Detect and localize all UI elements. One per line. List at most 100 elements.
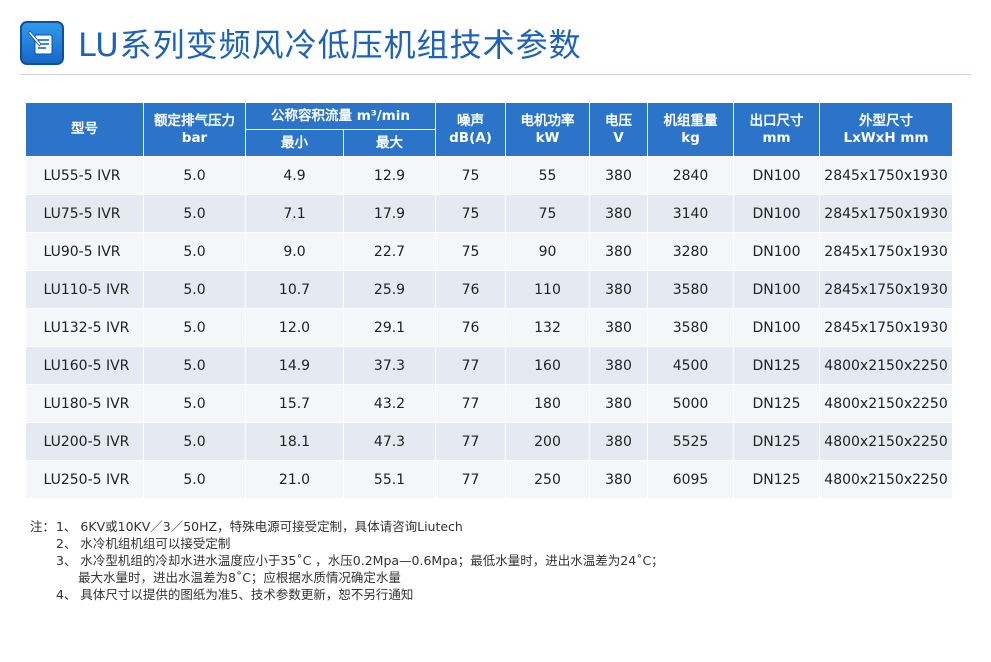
cell-outlet: DN125: [733, 460, 821, 499]
cell-power: 55: [505, 156, 591, 195]
cell-flow-min: 10.7: [245, 270, 344, 309]
header-pressure-unit: bar: [181, 129, 208, 146]
cell-noise: 75: [435, 194, 507, 233]
cell-voltage: 380: [589, 156, 649, 195]
cell-outlet: DN125: [733, 422, 821, 461]
cell-voltage: 380: [589, 194, 649, 233]
cell-flow-min: 15.7: [245, 384, 344, 423]
cell-flow-min: 12.0: [245, 308, 344, 347]
header-pressure-label: 额定排气压力: [154, 112, 235, 129]
header-voltage-unit: V: [613, 129, 624, 146]
header-flow: 公称容积流量 m³/min: [244, 102, 437, 130]
header-pressure: 额定排气压力 bar: [143, 102, 246, 157]
table-row: LU55-5 IVR 5.0 4.9 12.9 75 55 380 2840 DN100 2845…: [25, 156, 954, 195]
table-row: LU200-5 IVR 5.0 18.1 47.3 77 200 380 5525 DN125 4…: [25, 422, 954, 461]
header-noise-label: 噪声: [457, 112, 485, 129]
header-power-unit: kW: [535, 129, 560, 146]
cell-flow-max: 47.3: [343, 422, 437, 461]
cell-flow-max: 37.3: [343, 346, 437, 385]
table-row: LU160-5 IVR 5.0 14.9 37.3 77 160 380 4500 DN125 4…: [25, 346, 954, 385]
table-row: LU110-5 IVR 5.0 10.7 25.9 76 110 380 3580 DN100 2…: [25, 270, 954, 309]
cell-noise: 76: [435, 270, 507, 309]
cell-dimensions: 4800x2150x2250: [819, 460, 954, 499]
notes: 注： 1、 6KV或10KV／3／50HZ，特殊电源可接受定制，具体请咨询Liu…: [30, 518, 664, 603]
page-header: LU系列变频风冷低压机组技术参数: [20, 18, 582, 68]
cell-voltage: 380: [589, 270, 649, 309]
document-icon: [20, 21, 64, 65]
cell-model: LU160-5 IVR: [25, 346, 144, 385]
cell-pressure: 5.0: [143, 232, 246, 271]
cell-flow-min: 4.9: [245, 156, 344, 195]
cell-flow-max: 25.9: [343, 270, 437, 309]
cell-voltage: 380: [589, 422, 649, 461]
header-weight: 机组重量 kg: [647, 102, 735, 157]
header-flow-min: 最小: [245, 129, 344, 157]
cell-power: 250: [505, 460, 591, 499]
cell-pressure: 5.0: [143, 270, 246, 309]
cell-voltage: 380: [589, 384, 649, 423]
cell-model: LU250-5 IVR: [25, 460, 144, 499]
cell-noise: 77: [435, 346, 507, 385]
table-row: LU75-5 IVR 5.0 7.1 17.9 75 75 380 3140 DN100 2845…: [25, 194, 954, 233]
cell-pressure: 5.0: [143, 460, 246, 499]
header-voltage-label: 电压: [605, 112, 633, 129]
page-title: LU系列变频风冷低压机组技术参数: [78, 26, 582, 64]
notes-prefix: 注：: [30, 519, 56, 534]
cell-pressure: 5.0: [143, 308, 246, 347]
note-text-2: 2、 水冷机组机组可以接受定制: [56, 536, 231, 551]
note-line-1: 注： 1、 6KV或10KV／3／50HZ，特殊电源可接受定制，具体请咨询Liu…: [30, 518, 664, 535]
cell-outlet: DN125: [733, 384, 821, 423]
cell-dimensions: 4800x2150x2250: [819, 384, 954, 423]
cell-voltage: 380: [589, 460, 649, 499]
cell-noise: 77: [435, 384, 507, 423]
cell-flow-max: 22.7: [343, 232, 437, 271]
header-model: 型号: [25, 102, 144, 157]
cell-weight: 5525: [647, 422, 735, 461]
cell-pressure: 5.0: [143, 422, 246, 461]
cell-flow-min: 9.0: [245, 232, 344, 271]
cell-power: 180: [505, 384, 591, 423]
cell-outlet: DN100: [733, 156, 821, 195]
cell-power: 200: [505, 422, 591, 461]
note-text-4: 最大水量时，进出水温差为8˚C；应根据水质情况确定水量: [78, 570, 401, 585]
cell-weight: 3140: [647, 194, 735, 233]
spec-table-body: LU55-5 IVR 5.0 4.9 12.9 75 55 380 2840 DN100 2845…: [25, 156, 954, 499]
cell-flow-max: 17.9: [343, 194, 437, 233]
header-weight-label: 机组重量: [663, 112, 718, 129]
cell-weight: 2840: [647, 156, 735, 195]
cell-power: 160: [505, 346, 591, 385]
note-line-2: 2、 水冷机组机组可以接受定制: [30, 535, 664, 552]
header-outlet: 出口尺寸 mm: [733, 102, 821, 157]
cell-noise: 77: [435, 422, 507, 461]
cell-model: LU180-5 IVR: [25, 384, 144, 423]
header-outlet-label: 出口尺寸: [749, 112, 804, 129]
table-row: LU180-5 IVR 5.0 15.7 43.2 77 180 380 5000 DN125 4…: [25, 384, 954, 423]
cell-dimensions: 4800x2150x2250: [819, 346, 954, 385]
cell-flow-min: 14.9: [245, 346, 344, 385]
cell-pressure: 5.0: [143, 156, 246, 195]
cell-noise: 75: [435, 232, 507, 271]
cell-pressure: 5.0: [143, 346, 246, 385]
cell-power: 75: [505, 194, 591, 233]
header-dimensions-label: 外型尺寸: [859, 112, 914, 129]
cell-noise: 76: [435, 308, 507, 347]
cell-dimensions: 2845x1750x1930: [819, 156, 954, 195]
cell-model: LU55-5 IVR: [25, 156, 144, 195]
cell-weight: 3580: [647, 308, 735, 347]
cell-dimensions: 2845x1750x1930: [819, 308, 954, 347]
title-divider: [20, 74, 971, 75]
cell-model: LU132-5 IVR: [25, 308, 144, 347]
cell-weight: 3280: [647, 232, 735, 271]
cell-flow-min: 18.1: [245, 422, 344, 461]
table-row: LU132-5 IVR 5.0 12.0 29.1 76 132 380 3580 DN100 2…: [25, 308, 954, 347]
spec-table: 型号 额定排气压力 bar 公称容积流量 m³/min 噪声 dB(A) 电机功…: [25, 102, 954, 499]
note-line-3: 3、 水冷型机组的冷却水进水温度应小于35˚C ，水压0.2Mpa—0.6Mpa…: [30, 552, 664, 569]
cell-dimensions: 2845x1750x1930: [819, 270, 954, 309]
table-row: LU250-5 IVR 5.0 21.0 55.1 77 250 380 6095 DN125 4…: [25, 460, 954, 499]
header-outlet-unit: mm: [762, 129, 791, 146]
cell-voltage: 380: [589, 346, 649, 385]
header-voltage: 电压 V: [589, 102, 649, 157]
header-dimensions-unit: LxWxH mm: [843, 129, 929, 146]
cell-outlet: DN100: [733, 194, 821, 233]
cell-pressure: 5.0: [143, 384, 246, 423]
